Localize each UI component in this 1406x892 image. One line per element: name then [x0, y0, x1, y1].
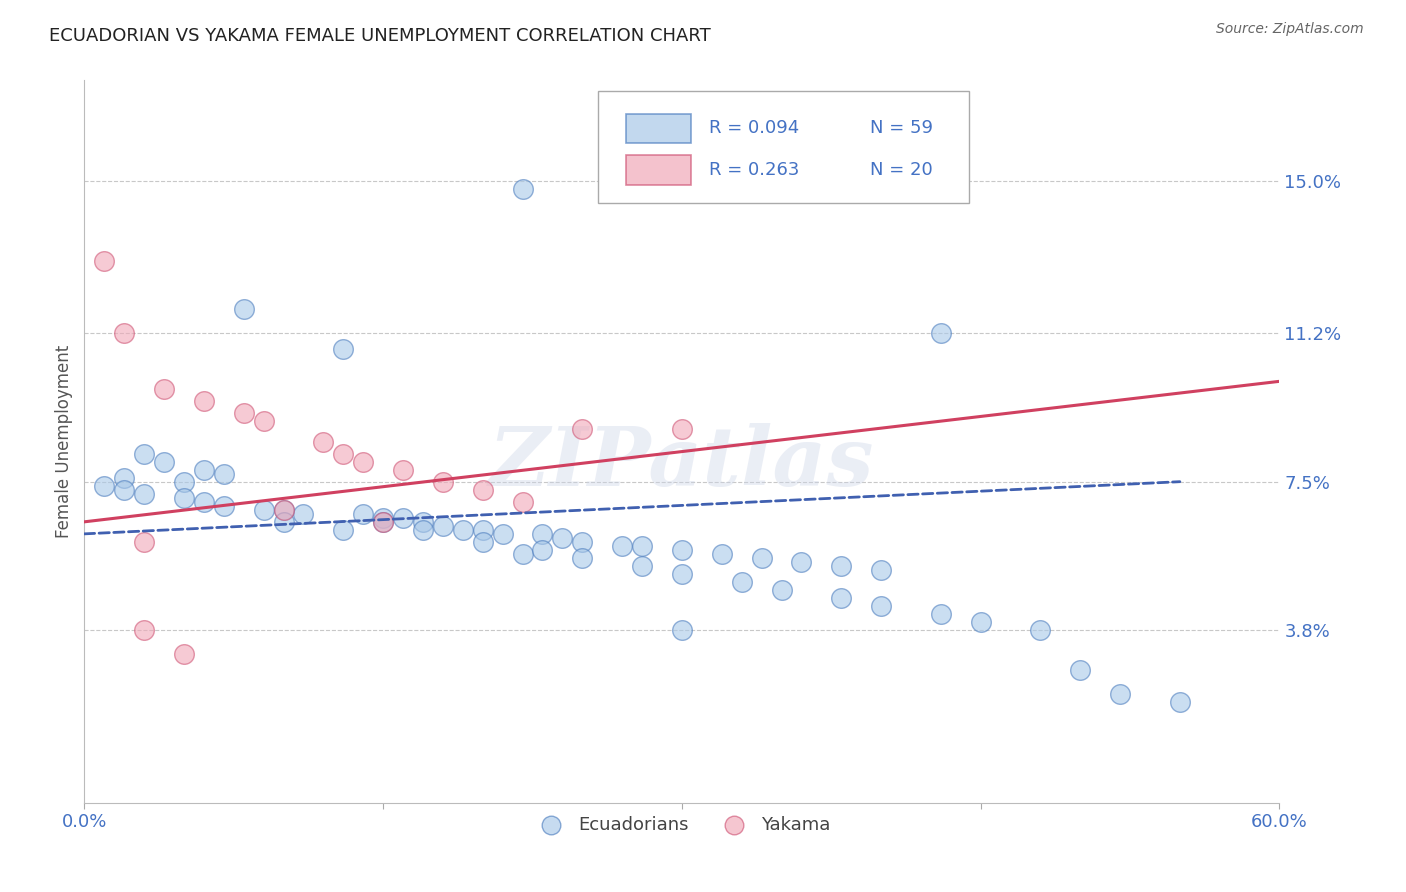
Point: [870, 563, 893, 577]
Text: ZIPatlas: ZIPatlas: [489, 423, 875, 503]
Legend: Ecuadorians, Yakama: Ecuadorians, Yakama: [526, 808, 838, 841]
Point: [112, 471, 135, 485]
Point: [332, 523, 354, 537]
Point: [710, 547, 733, 561]
Point: [173, 648, 195, 662]
Point: [671, 542, 693, 557]
Point: [112, 483, 135, 497]
Point: [93, 478, 115, 492]
Point: [571, 534, 593, 549]
Point: [671, 623, 693, 637]
Point: [193, 494, 215, 508]
Point: [432, 475, 454, 489]
Point: [112, 326, 135, 341]
Point: [193, 462, 215, 476]
Point: [929, 326, 952, 341]
Point: [512, 182, 534, 196]
Point: [132, 534, 156, 549]
Point: [870, 599, 893, 614]
Text: N = 20: N = 20: [870, 161, 934, 179]
Point: [830, 558, 852, 574]
Point: [253, 414, 276, 428]
Point: [631, 539, 654, 553]
Point: [1029, 623, 1052, 637]
Point: [352, 454, 374, 469]
Point: [273, 515, 295, 529]
Y-axis label: Female Unemployment: Female Unemployment: [55, 345, 73, 538]
Point: [631, 558, 654, 574]
Point: [471, 534, 494, 549]
Point: [471, 523, 494, 537]
Point: [273, 502, 295, 516]
Point: [373, 510, 395, 524]
FancyBboxPatch shape: [626, 155, 692, 185]
Point: [671, 567, 693, 582]
Point: [471, 483, 494, 497]
Point: [373, 515, 395, 529]
Point: [173, 475, 195, 489]
Point: [970, 615, 993, 630]
Point: [671, 423, 693, 437]
Point: [173, 491, 195, 505]
Point: [531, 542, 554, 557]
Point: [352, 507, 374, 521]
Point: [153, 454, 176, 469]
Point: [132, 487, 156, 501]
Point: [153, 382, 176, 396]
Point: [332, 342, 354, 356]
Point: [292, 507, 315, 521]
Point: [1109, 687, 1132, 701]
Point: [929, 607, 952, 621]
Point: [770, 583, 793, 598]
FancyBboxPatch shape: [626, 113, 692, 143]
Point: [193, 394, 215, 409]
Point: [412, 515, 434, 529]
Point: [132, 623, 156, 637]
Point: [451, 523, 474, 537]
Text: R = 0.094: R = 0.094: [710, 120, 800, 137]
Point: [512, 547, 534, 561]
Point: [412, 523, 434, 537]
Point: [132, 446, 156, 460]
Point: [312, 434, 335, 449]
Point: [432, 519, 454, 533]
Point: [253, 502, 276, 516]
Point: [1069, 664, 1091, 678]
Point: [790, 555, 813, 569]
Point: [830, 591, 852, 606]
Point: [93, 253, 115, 268]
Point: [571, 551, 593, 566]
Point: [512, 494, 534, 508]
Point: [332, 446, 354, 460]
Point: [373, 515, 395, 529]
Text: ECUADORIAN VS YAKAMA FEMALE UNEMPLOYMENT CORRELATION CHART: ECUADORIAN VS YAKAMA FEMALE UNEMPLOYMENT…: [49, 27, 711, 45]
Text: R = 0.263: R = 0.263: [710, 161, 800, 179]
Point: [531, 526, 554, 541]
FancyBboxPatch shape: [599, 91, 969, 203]
Text: N = 59: N = 59: [870, 120, 934, 137]
Point: [392, 462, 415, 476]
Point: [212, 499, 235, 513]
Point: [751, 551, 773, 566]
Point: [551, 531, 574, 545]
Point: [612, 539, 634, 553]
Point: [273, 502, 295, 516]
Point: [392, 510, 415, 524]
Text: Source: ZipAtlas.com: Source: ZipAtlas.com: [1216, 22, 1364, 37]
Point: [1168, 696, 1191, 710]
Point: [232, 407, 254, 421]
Point: [232, 301, 254, 317]
Point: [731, 574, 754, 589]
Point: [492, 526, 515, 541]
Point: [212, 467, 235, 481]
Point: [571, 423, 593, 437]
